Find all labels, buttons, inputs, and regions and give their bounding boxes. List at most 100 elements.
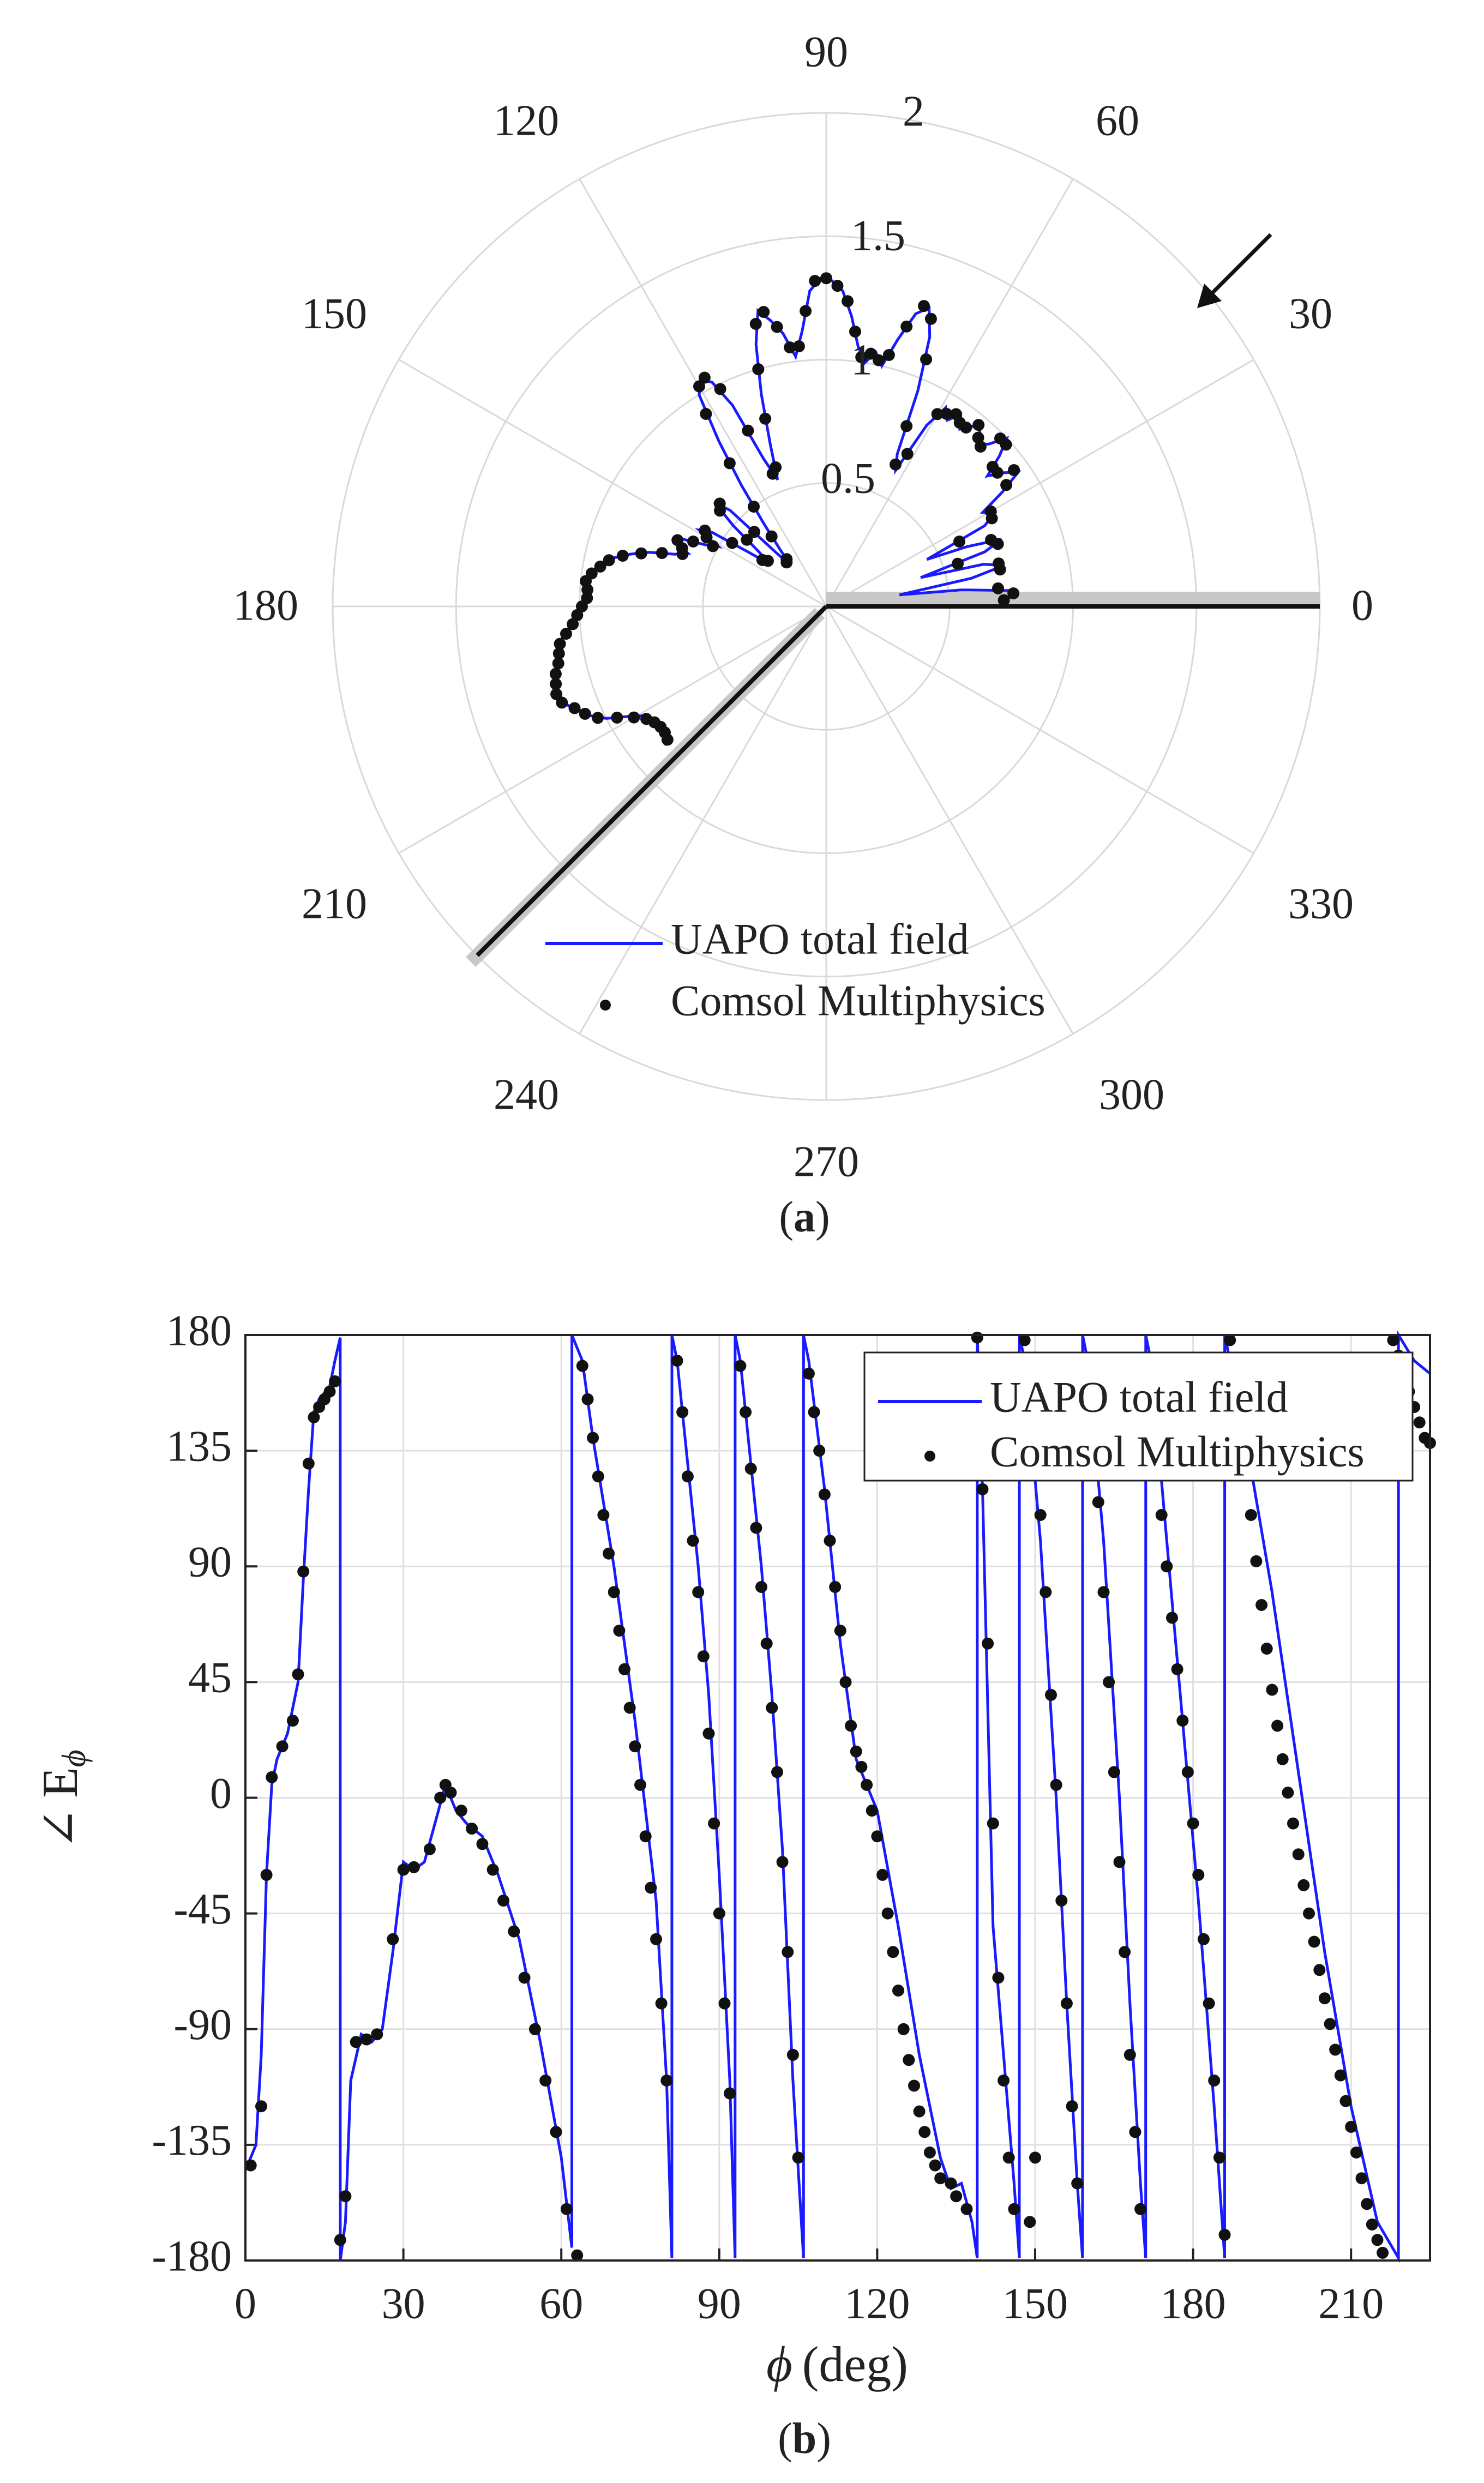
polar-data-point: [579, 707, 591, 720]
polar-data-point: [693, 380, 705, 393]
line-data-point: [1034, 1509, 1047, 1521]
polar-data-point: [972, 431, 984, 444]
line-data-point: [845, 1720, 857, 1732]
line-data-point: [518, 1971, 531, 1984]
line-data-point: [1176, 1715, 1189, 1727]
polar-data-point: [687, 536, 699, 548]
polar-data-point: [940, 408, 953, 420]
line-data-point: [466, 1823, 478, 1835]
polar-data-point: [714, 504, 726, 517]
line-data-point: [1324, 2018, 1336, 2030]
legend-label: UAPO total field: [990, 1373, 1288, 1421]
line-data-point: [1155, 1509, 1168, 1521]
angle-tick-label: 90: [804, 28, 848, 76]
polar-data-point: [882, 349, 895, 361]
polar-data-point: [842, 295, 854, 308]
polar-grid-spoke: [398, 605, 827, 854]
line-data-point: [1213, 2151, 1225, 2164]
legend-label: UAPO total field: [671, 915, 969, 963]
line-data-point: [702, 1727, 715, 1740]
line-data-point: [802, 1367, 815, 1380]
line-data-point: [297, 1565, 310, 1578]
line-data-point: [960, 2203, 973, 2215]
y-tick-label: 90: [188, 1538, 232, 1586]
line-data-point: [908, 2079, 920, 2092]
polar-data-point: [864, 347, 877, 360]
line-data-point: [1045, 1688, 1057, 1701]
line-data-point: [634, 1778, 646, 1791]
line-data-point: [308, 1411, 320, 1423]
x-tick-labels: 0 30 60 90 120 150 180 210: [235, 2280, 1384, 2328]
polar-data-point: [924, 312, 937, 325]
polar-data-point: [780, 556, 793, 569]
legend-dot-swatch: [924, 1451, 935, 1462]
line-data-point: [1297, 1879, 1310, 1891]
polar-data-point: [707, 540, 719, 552]
polar-data-point: [550, 688, 563, 700]
line-data-point: [329, 1375, 341, 1387]
line-data-point: [992, 1971, 1005, 1984]
angle-tick-label: 150: [302, 290, 367, 338]
line-data-point: [692, 1586, 705, 1598]
y-tick-label: 135: [166, 1422, 232, 1470]
polar-grid-spoke: [825, 178, 1074, 607]
angle-tick-label: 240: [494, 1071, 559, 1119]
line-data-point: [1208, 2075, 1221, 2087]
line-series-layer: [244, 1330, 1436, 2263]
line-data-point: [1329, 2043, 1342, 2056]
line-data-point: [397, 1863, 410, 1876]
angle-tick-label: 330: [1288, 880, 1354, 928]
line-data-point: [623, 1702, 636, 1714]
line-data-point: [571, 2249, 584, 2262]
polar-legend: UAPO total field Comsol Multiphysics: [545, 915, 1046, 1025]
line-data-point: [866, 1805, 878, 1817]
polar-data-point: [920, 353, 933, 365]
polar-data-point: [552, 657, 564, 670]
line-data-point: [1345, 2120, 1357, 2133]
polar-data-point: [749, 317, 762, 330]
line-data-point: [266, 1771, 278, 1783]
line-data-point: [660, 2075, 673, 2087]
legend-label: Comsol Multiphysics: [990, 1428, 1365, 1476]
line-data-point: [755, 1581, 767, 1593]
y-axis-label: ∠Eϕ: [32, 1749, 93, 1849]
polar-data-point: [759, 412, 772, 425]
angle-tick-label: 0: [1351, 581, 1373, 629]
line-data-point: [587, 1432, 599, 1444]
polar-data-point: [676, 548, 689, 560]
line-data-point: [934, 2172, 947, 2185]
line-data-point: [676, 1406, 689, 1418]
line-data-point: [339, 2190, 352, 2203]
x-tick-label: 210: [1318, 2280, 1384, 2328]
polar-data-point: [855, 351, 868, 363]
x-axis-label: ϕ (deg): [766, 2336, 908, 2392]
polar-data-point: [800, 305, 812, 317]
line-data-point: [387, 1933, 399, 1945]
incidence-arrow: [1197, 233, 1272, 308]
line-data-point: [871, 1830, 884, 1843]
y-tick-label: 45: [188, 1654, 232, 1702]
line-data-point: [1024, 2216, 1036, 2228]
line-data-point: [1187, 1817, 1199, 1830]
polar-data-point: [792, 340, 805, 352]
y-tick-label: -180: [152, 2232, 232, 2280]
line-data-point: [1103, 1676, 1115, 1688]
line-data-point: [744, 1463, 757, 1475]
line-data-point: [1134, 2203, 1147, 2215]
line-data-point: [244, 2159, 257, 2172]
line-data-point: [581, 1393, 594, 1405]
line-data-point: [1266, 1684, 1278, 1696]
line-data-point: [1377, 2246, 1389, 2259]
angle-tick-label: 210: [302, 880, 367, 928]
line-data-point: [750, 1522, 762, 1534]
line-data-point: [350, 2036, 362, 2048]
polar-data-point: [809, 275, 821, 287]
polar-chart: 0 30 60 90 120 150 180 210 240 270 300 3…: [233, 28, 1373, 1241]
line-data-point: [1055, 1895, 1068, 1907]
x-tick-label: 90: [698, 2280, 741, 2328]
line-data-point: [945, 2177, 957, 2190]
line-data-point: [1181, 1766, 1194, 1778]
polar-data-point: [820, 272, 832, 285]
polar-data-point: [741, 533, 753, 546]
polar-data-point: [552, 647, 565, 660]
